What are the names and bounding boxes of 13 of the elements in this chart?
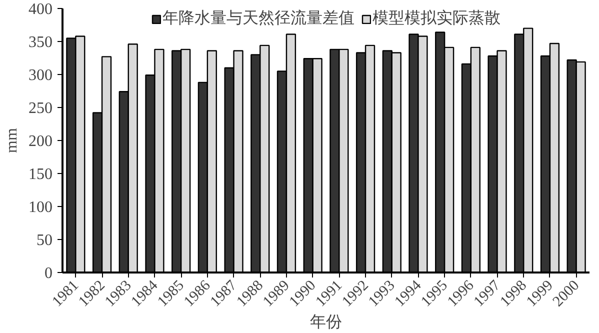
y-tick-label: 250 — [28, 100, 52, 117]
y-tick-label: 400 — [28, 1, 52, 18]
y-tick-label: 0 — [44, 265, 52, 282]
y-tick-label: 50 — [36, 232, 52, 249]
legend-label: 年降水量与天然径流量差值 — [162, 8, 354, 29]
y-tick-label: 350 — [28, 34, 52, 51]
y-tick-label: 200 — [28, 133, 52, 150]
legend-label: 模型模拟实际蒸散 — [372, 8, 500, 29]
y-tick-label: 300 — [28, 67, 52, 84]
y-tick-label: 150 — [28, 166, 52, 183]
x-axis-title: 年份 — [310, 314, 342, 331]
y-tick-label: 100 — [28, 199, 52, 216]
y-axis-title: mm — [4, 128, 20, 153]
